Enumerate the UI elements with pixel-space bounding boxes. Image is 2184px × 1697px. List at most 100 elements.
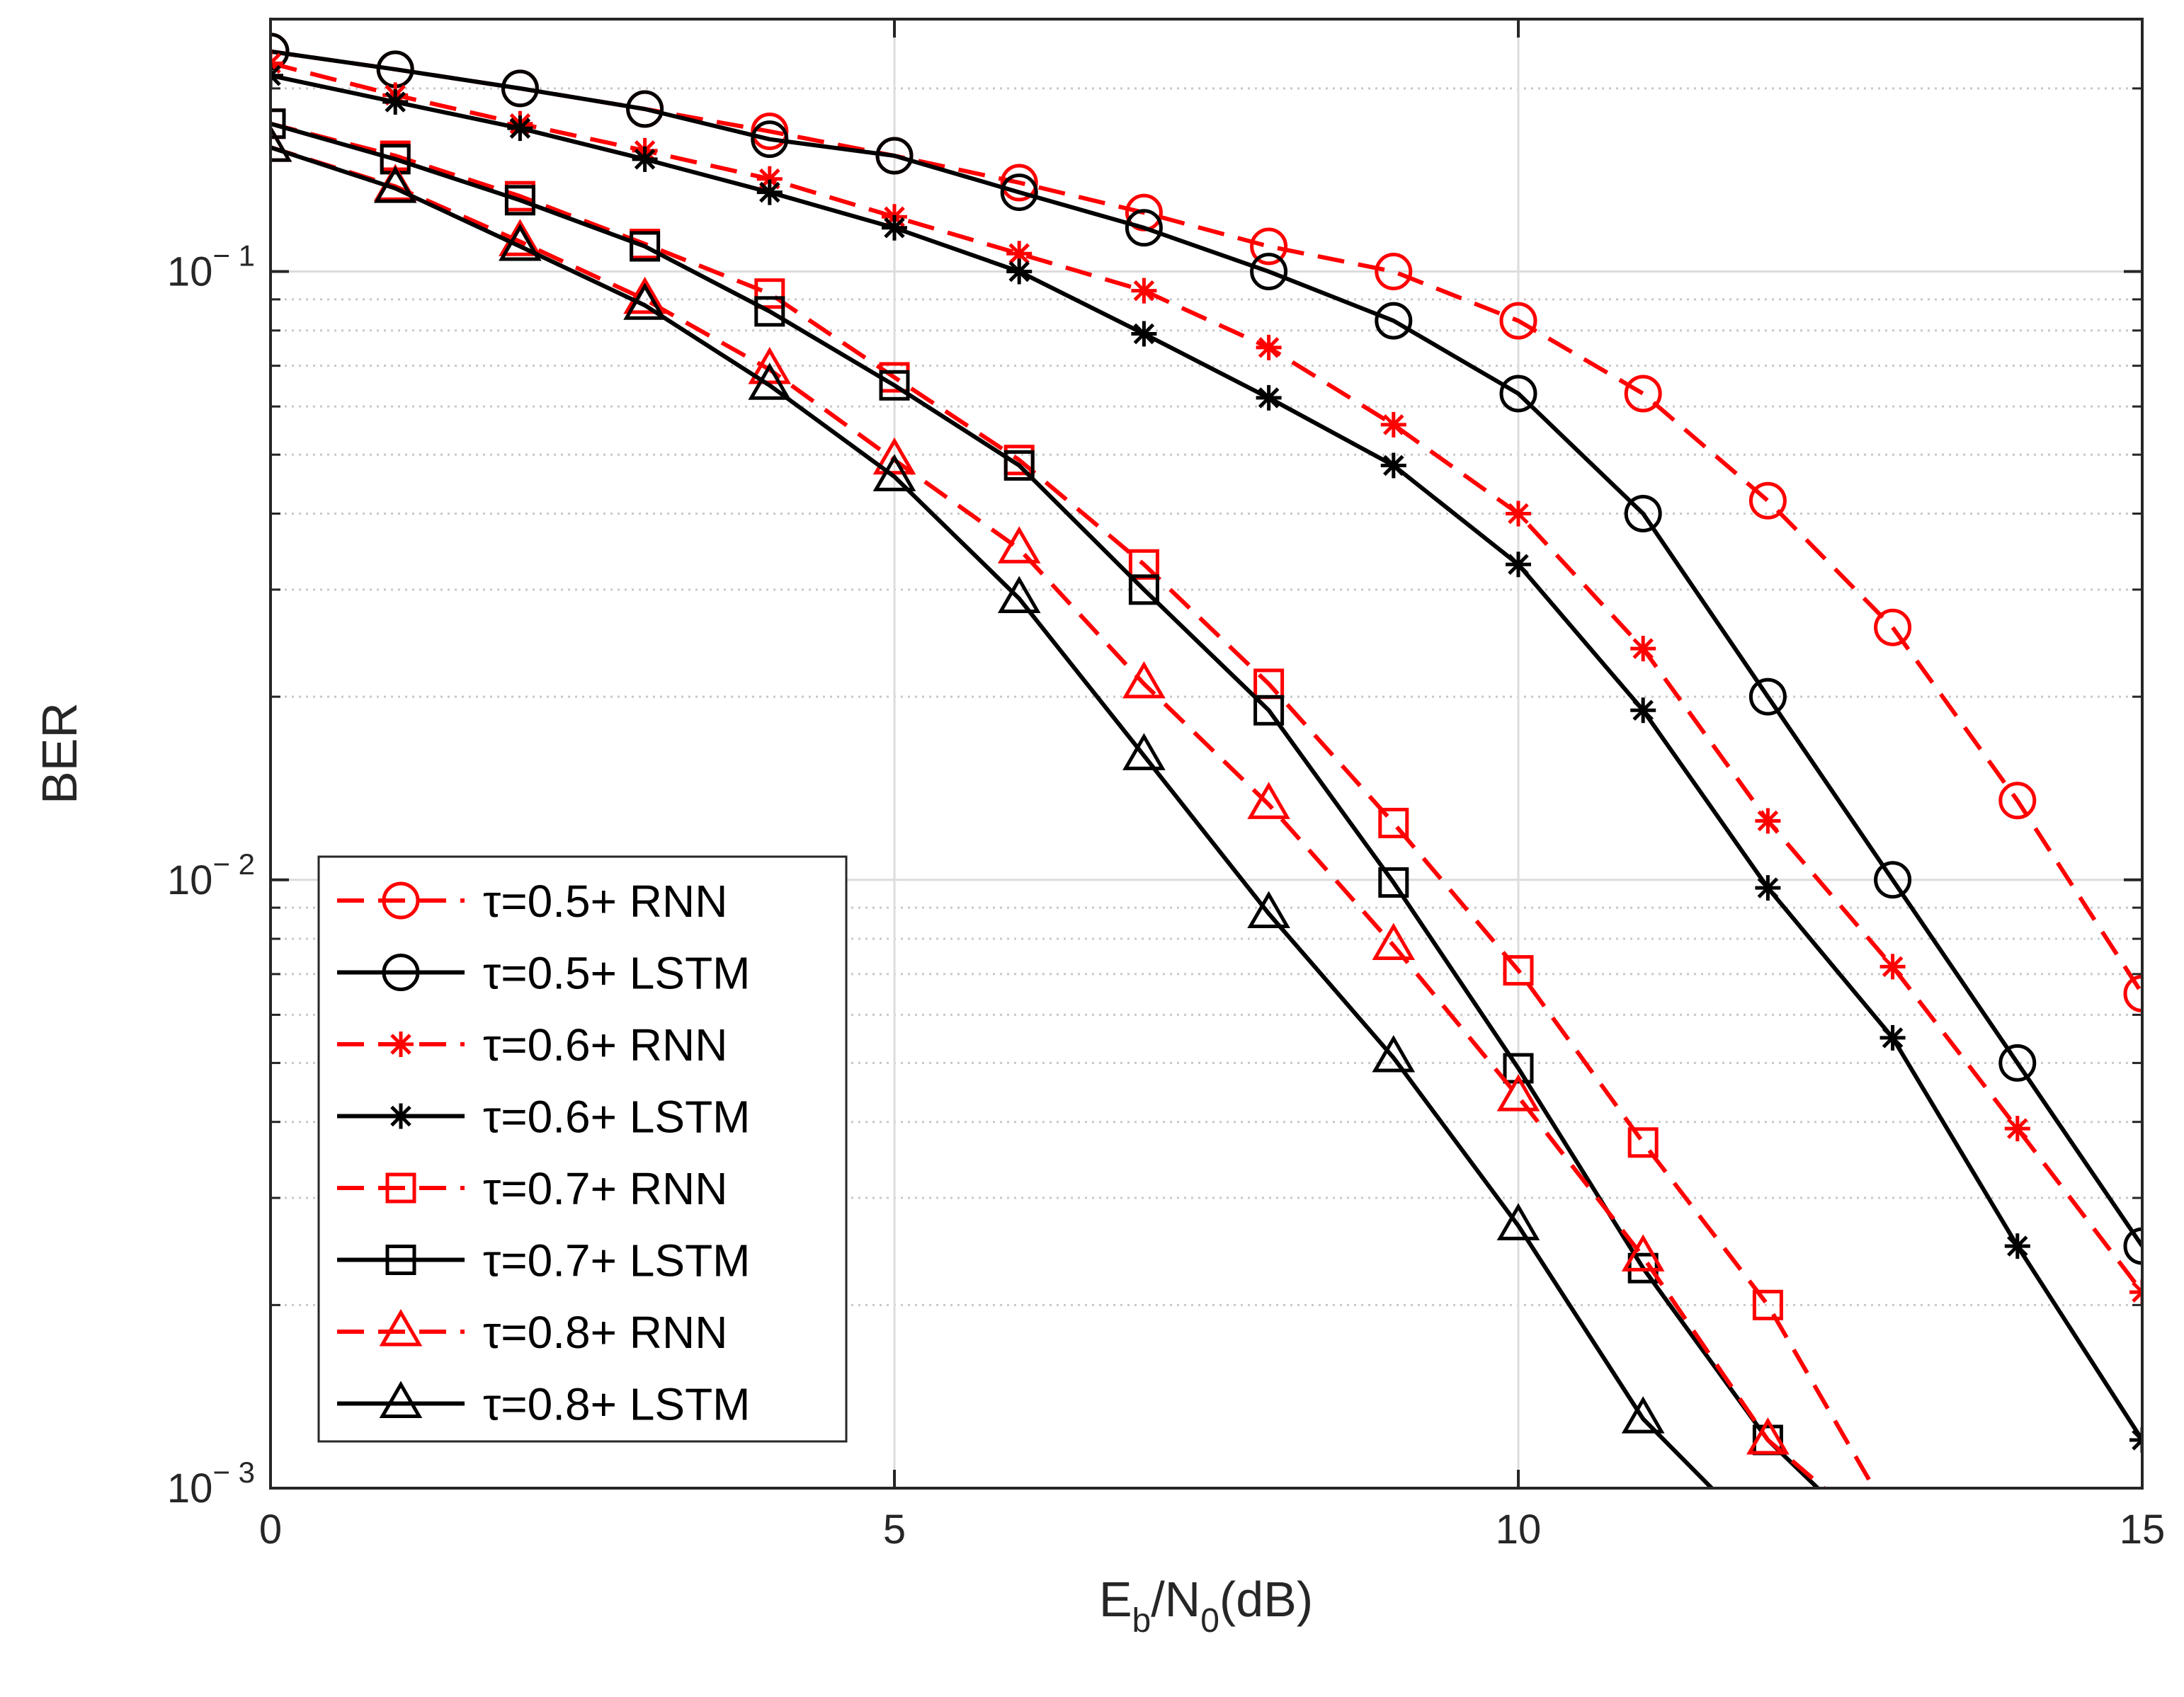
data-point-star <box>756 166 783 192</box>
data-point-square <box>754 296 785 327</box>
data-point-triangle <box>623 276 666 314</box>
y-tick-label-base: 10 <box>167 857 213 903</box>
data-point-star <box>1506 501 1531 527</box>
data-point-star <box>1131 278 1157 304</box>
data-point-triangle <box>1122 733 1166 770</box>
data-point-star <box>1755 875 1781 901</box>
data-point-circle <box>1375 302 1413 340</box>
data-point-circle <box>1499 302 1537 340</box>
legend-marker-circle <box>382 954 420 991</box>
data-point-circle <box>1998 1044 2037 1082</box>
y-tick-label-base: 10 <box>167 1465 213 1512</box>
data-point-circle <box>626 90 664 128</box>
data-point-star <box>1131 321 1157 347</box>
y-tick-label-exponent: − 2 <box>212 847 255 881</box>
legend: τ=0.5+ RNN τ=0.5+ LSTM τ=0.6+ RNN τ=0.6+ LS… <box>317 855 848 1443</box>
data-point-triangle <box>1372 1035 1416 1073</box>
data-point-square <box>1378 808 1409 839</box>
data-point-triangle <box>1247 782 1290 819</box>
data-point-star <box>1380 411 1406 438</box>
data-point-triangle <box>997 576 1041 613</box>
data-point-square <box>1503 1053 1534 1084</box>
data-point-triangle <box>748 362 792 400</box>
legend-label: τ=0.7+ RNN <box>483 1163 727 1214</box>
x-axis-title: Eb/N0(dB) <box>1099 1572 1313 1640</box>
series-8 <box>271 125 1714 1488</box>
legend-label: τ=0.5+ RNN <box>483 876 727 927</box>
data-point-circle <box>875 137 914 175</box>
data-point-square <box>879 370 910 401</box>
series-line <box>271 145 1714 1488</box>
data-point-triangle <box>1247 891 1290 928</box>
data-point-star <box>2004 1116 2030 1142</box>
x-tick-label: 5 <box>883 1507 906 1553</box>
data-point-star <box>1006 241 1033 267</box>
data-point-star <box>1879 1024 1906 1051</box>
y-tick-label-base: 10 <box>167 249 213 295</box>
series-lines <box>271 33 2142 1488</box>
legend-label: τ=0.6+ LSTM <box>483 1092 750 1143</box>
data-point-star <box>1256 334 1282 360</box>
data-point-triangle <box>623 282 666 320</box>
data-point-square <box>271 108 286 139</box>
y-tick-label-exponent: − 3 <box>212 1456 255 1489</box>
data-point-star <box>1006 258 1033 285</box>
data-point-square <box>630 231 661 262</box>
data-point-circle <box>1000 173 1038 212</box>
series-line <box>271 61 2142 1293</box>
data-point-triangle <box>373 166 417 203</box>
data-point-circle <box>1375 253 1413 291</box>
data-point-square <box>1003 450 1035 481</box>
data-point-square <box>1253 695 1285 726</box>
legend-label: τ=0.6+ RNN <box>483 1019 727 1070</box>
data-point-star <box>1506 552 1531 578</box>
legend-label: τ=0.8+ LSTM <box>483 1379 750 1430</box>
legend-marker-triangle <box>379 1309 423 1347</box>
series-7 <box>271 125 1826 1488</box>
series-line <box>271 121 1819 1488</box>
legend-marker-square <box>385 1245 416 1275</box>
y-axis-title: BER <box>32 702 87 804</box>
data-point-circle <box>1748 481 1787 520</box>
data-point-star <box>1879 954 1906 980</box>
data-point-circle <box>1125 209 1163 247</box>
legend-label: τ=0.5+ LSTM <box>483 948 750 999</box>
legend-marker-circle <box>382 881 420 920</box>
x-tick-label: 0 <box>259 1507 282 1553</box>
series-6 <box>271 108 1819 1488</box>
x-axis-title-part: /N <box>1151 1572 1200 1627</box>
y-tick-label: 10− 3 <box>167 1456 255 1512</box>
data-point-triangle <box>1372 922 1416 960</box>
data-point-circle <box>1748 678 1787 716</box>
legend-marker-star <box>388 1032 414 1057</box>
data-point-star <box>507 115 533 142</box>
x-axis-title-part: E <box>1099 1572 1132 1627</box>
data-point-circle <box>751 120 789 159</box>
data-point-circle <box>2123 975 2142 1013</box>
series-line <box>271 49 2142 1247</box>
plot-frame <box>269 18 2144 1490</box>
legend-marker-square <box>385 1172 416 1204</box>
data-point-square <box>1503 955 1534 986</box>
series-line <box>271 121 1876 1488</box>
data-point-triangle <box>997 526 1041 564</box>
data-point-triangle <box>748 347 792 384</box>
series-4 <box>271 62 2142 1453</box>
series-line <box>271 49 2142 995</box>
data-point-square <box>1752 1289 1783 1320</box>
data-point-triangle <box>1621 1234 1665 1272</box>
data-point-triangle <box>872 454 916 491</box>
y-tick-label: 10− 2 <box>167 847 255 903</box>
axis-ticks: 10− 110− 210− 30 5 10 15 <box>167 19 2165 1553</box>
data-point-circle <box>1499 375 1537 413</box>
data-point-circle <box>1998 782 2037 820</box>
data-point-circle <box>2123 1227 2142 1265</box>
data-point-triangle <box>1496 1203 1540 1240</box>
data-point-circle <box>1250 227 1288 265</box>
series-line <box>271 145 1826 1488</box>
data-point-star <box>382 89 409 115</box>
data-point-circle <box>1000 164 1038 202</box>
data-point-star <box>2004 1233 2030 1259</box>
data-point-star <box>1630 636 1656 662</box>
